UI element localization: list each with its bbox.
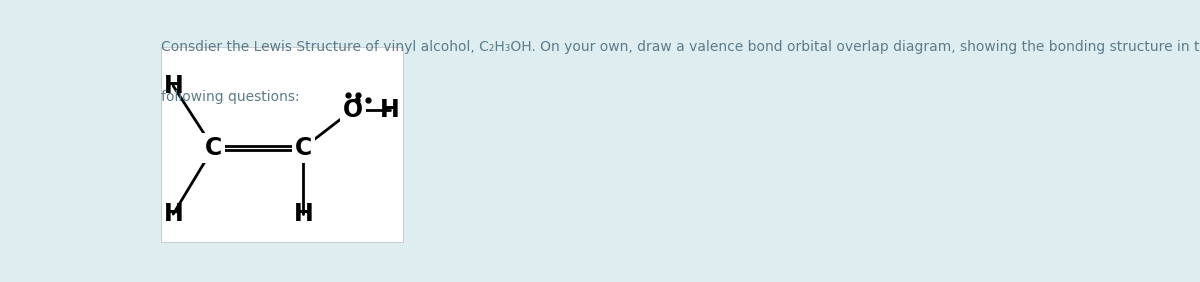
Text: following questions:: following questions: <box>161 90 300 104</box>
Text: H: H <box>380 98 400 122</box>
Text: C: C <box>295 136 312 160</box>
Text: H: H <box>163 202 184 226</box>
Text: H: H <box>294 202 313 226</box>
Text: C: C <box>205 136 222 160</box>
Text: O: O <box>343 98 362 122</box>
FancyBboxPatch shape <box>161 47 403 242</box>
Text: H: H <box>163 74 184 98</box>
Text: Consdier the Lewis Structure of vinyl alcohol, C₂H₃OH. On your own, draw a valen: Consdier the Lewis Structure of vinyl al… <box>161 40 1200 54</box>
